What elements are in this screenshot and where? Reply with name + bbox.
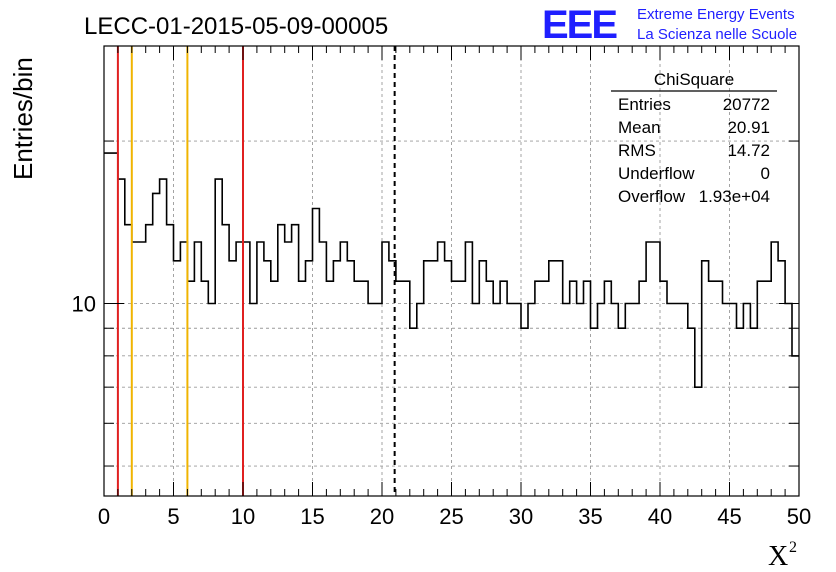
x-tick-label: 15: [300, 504, 324, 529]
y-axis-label: Entries/bin: [8, 57, 38, 180]
x-tick-label: 5: [167, 504, 179, 529]
x-tick-label: 35: [578, 504, 602, 529]
stats-value: 20.91: [727, 118, 770, 137]
x-tick-label: 50: [787, 504, 811, 529]
axis-tick-labels: 0 5 10 15 20 25 30 35 40 45 50 10: [72, 292, 812, 529]
x-tick-label: 25: [439, 504, 463, 529]
stats-title: ChiSquare: [654, 70, 734, 89]
x-tick-label: 30: [509, 504, 533, 529]
histogram-series: [104, 152, 799, 388]
stats-label: Overflow: [618, 187, 686, 206]
x-tick-label: 20: [370, 504, 394, 529]
stats-value: 14.72: [727, 141, 770, 160]
stats-label: Entries: [618, 95, 671, 114]
stats-value: 1.93e+04: [699, 187, 770, 206]
stats-label: RMS: [618, 141, 656, 160]
x-tick-label: 45: [717, 504, 741, 529]
reference-lines: [116, 46, 396, 496]
stats-box: ChiSquare Entries 20772 Mean 20.91 RMS 14.72 U…: [611, 70, 777, 206]
stats-value: 20772: [723, 95, 770, 114]
stats-label: Mean: [618, 118, 661, 137]
x-axis-label: X: [768, 541, 788, 572]
logo-eee: EEE: [542, 3, 617, 47]
x-axis-label-superscript: 2: [789, 539, 797, 556]
x-tick-label: 10: [231, 504, 255, 529]
x-tick-label: 40: [648, 504, 672, 529]
logo-line2: La Scienza nelle Scuole: [637, 26, 797, 43]
chart-title: LECC-01-2015-05-09-00005: [84, 13, 388, 40]
histogram-line: [104, 152, 799, 388]
stats-value: 0: [761, 164, 770, 183]
y-tick-label: 10: [72, 292, 96, 317]
logo-line1: Extreme Energy Events: [637, 6, 795, 23]
stats-label: Underflow: [618, 164, 695, 183]
x-tick-label: 0: [98, 504, 110, 529]
axis-ticks: [103, 46, 800, 496]
